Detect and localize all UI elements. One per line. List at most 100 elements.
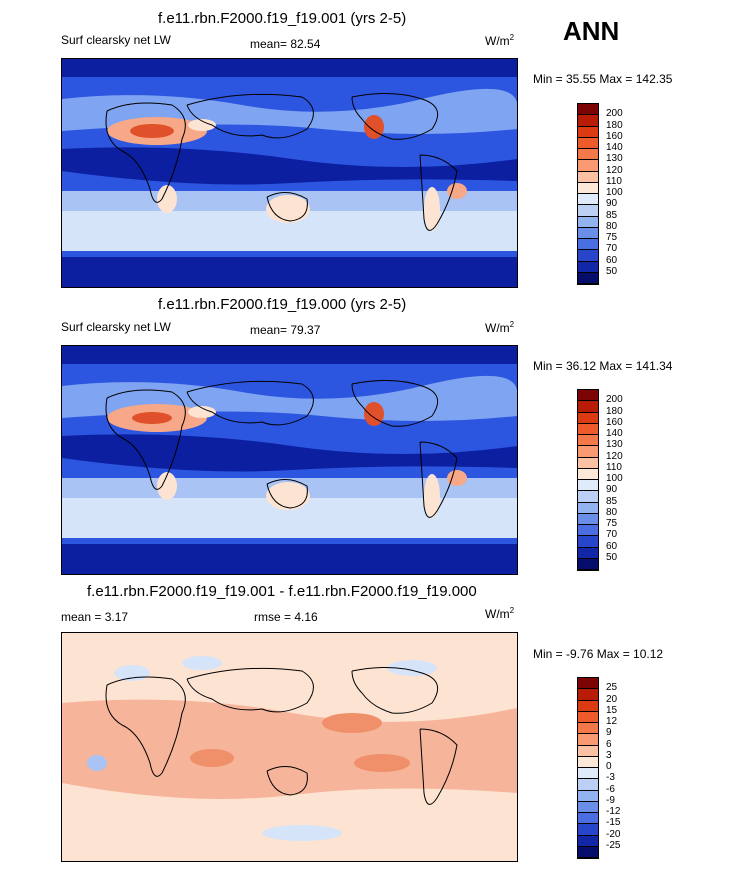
colorbar-box (578, 536, 598, 548)
equatorial-band (62, 434, 517, 472)
colorbar-tick-label: 100 (606, 187, 623, 198)
southern-africa-warm (157, 185, 177, 213)
panel3-mean-label: mean = 3.17 (61, 610, 129, 624)
sw-us-hot (364, 402, 384, 426)
colorbar-box (578, 457, 598, 469)
colorbar-tick-label: 3 (606, 749, 612, 761)
colorbar-tick-label: 180 (606, 119, 623, 131)
australia-warm (266, 195, 310, 223)
panel1-title: f.e11.rbn.F2000.f19_f19.001 (yrs 2-5) (158, 10, 407, 27)
colorbar-tick-label: -15 (606, 817, 621, 829)
south-america-hot (447, 183, 467, 199)
colorbar-box (578, 126, 598, 138)
panel1-map (61, 58, 518, 288)
south-america-hot (447, 470, 467, 486)
colorbar-tick-label: 75 (606, 518, 618, 529)
colorbar-box (578, 401, 598, 413)
panel2-map-svg (62, 346, 517, 574)
colorbar-tick-label: -20 (606, 828, 621, 840)
asia-warm (188, 406, 216, 418)
panel3-map-svg (62, 633, 517, 861)
colorbar-box (578, 525, 598, 537)
atlantic-cool (87, 755, 107, 771)
europe-cool (114, 665, 150, 681)
panel2-units-label: W/m2 (485, 320, 515, 335)
panel2-mean-label: mean= 79.37 (250, 323, 321, 337)
colorbar-tick-label: 140 (606, 142, 623, 153)
indian-warm (190, 749, 234, 767)
colorbar-tick-label: -12 (606, 806, 621, 817)
colorbar-tick-label: 90 (606, 484, 618, 496)
colorbar-box (578, 205, 598, 217)
colorbar-tick-label: 90 (606, 198, 618, 210)
colorbar-box (578, 768, 598, 780)
colorbar-tick-label: 0 (606, 761, 612, 772)
colorbar-box (578, 194, 598, 206)
colorbar-box (578, 824, 598, 836)
panel1-units-label: W/m2 (485, 33, 515, 48)
colorbar-tick-label: 15 (606, 704, 618, 716)
colorbar-tick-label: 120 (606, 450, 623, 462)
colorbar-tick-label: 200 (606, 394, 623, 406)
colorbar-box (578, 689, 598, 701)
colorbar-box (578, 846, 598, 858)
panel1-variable-label: Surf clearsky net LW (61, 33, 171, 47)
colorbar-box (578, 711, 598, 723)
pacific-warm-1 (322, 713, 382, 733)
panel2-variable-label: Surf clearsky net LW (61, 320, 171, 334)
tropical-warm-band (62, 699, 517, 799)
colorbar-box (578, 547, 598, 559)
colorbar-tick-label: 85 (606, 209, 618, 221)
colorbar-box (578, 272, 598, 284)
colorbar-box (578, 216, 598, 228)
pacific-warm-2 (354, 754, 410, 772)
panel1-map-svg (62, 59, 517, 287)
colorbar-box (578, 182, 598, 194)
colorbar-tick-label: 160 (606, 130, 623, 142)
colorbar-box (578, 412, 598, 424)
colorbar-box (578, 491, 598, 503)
colorbar-tick-label: 110 (606, 461, 622, 473)
sahara-hot (132, 412, 172, 424)
colorbar-box (578, 678, 598, 690)
colorbar-box (578, 239, 598, 251)
colorbar-box (578, 813, 598, 825)
colorbar-tick-label: 25 (606, 682, 618, 694)
colorbar-tick-label: 180 (606, 405, 623, 417)
colorbar-box (578, 227, 598, 239)
colorbar-tick-label: 160 (606, 416, 623, 428)
colorbar-tick-label: -9 (606, 794, 615, 806)
colorbar-tick-label: 20 (606, 693, 618, 705)
colorbar-box (578, 801, 598, 813)
colorbar-tick-label: 85 (606, 495, 618, 507)
panel3-units-label: W/m2 (485, 606, 515, 621)
sahara-hot (130, 124, 174, 138)
colorbar-tick-label: 9 (606, 727, 612, 739)
colorbar-box (578, 171, 598, 183)
panel3-colorbar (577, 677, 599, 859)
colorbar-box (578, 446, 598, 458)
colorbar-tick-label: 120 (606, 164, 623, 176)
colorbar-box (578, 734, 598, 746)
colorbar-box (578, 149, 598, 161)
south-america-warm (424, 474, 440, 518)
colorbar-tick-label: 50 (606, 551, 618, 563)
panel1-mean-label: mean= 82.54 (250, 37, 321, 51)
colorbar-tick-label: 50 (606, 265, 618, 277)
colorbar-tick-label: 130 (606, 153, 623, 165)
colorbar-tick-label: 200 (606, 108, 623, 120)
colorbar-tick-label: 100 (606, 473, 623, 484)
australia-warm (266, 482, 310, 510)
season-label: ANN (563, 16, 620, 46)
colorbar-tick-label: 70 (606, 243, 618, 255)
asia-cool (182, 656, 222, 670)
panel3-minmax: Min = -9.76 Max = 10.12 (533, 647, 664, 661)
colorbar-tick-label: 130 (606, 439, 623, 451)
colorbar-box (578, 160, 598, 172)
arctic-region (62, 59, 517, 77)
southern-cool (262, 825, 342, 841)
colorbar-tick-label: -25 (606, 839, 621, 851)
colorbar-box (578, 745, 598, 757)
colorbar-tick-label: -3 (606, 772, 615, 784)
antarctic-region (62, 544, 517, 574)
